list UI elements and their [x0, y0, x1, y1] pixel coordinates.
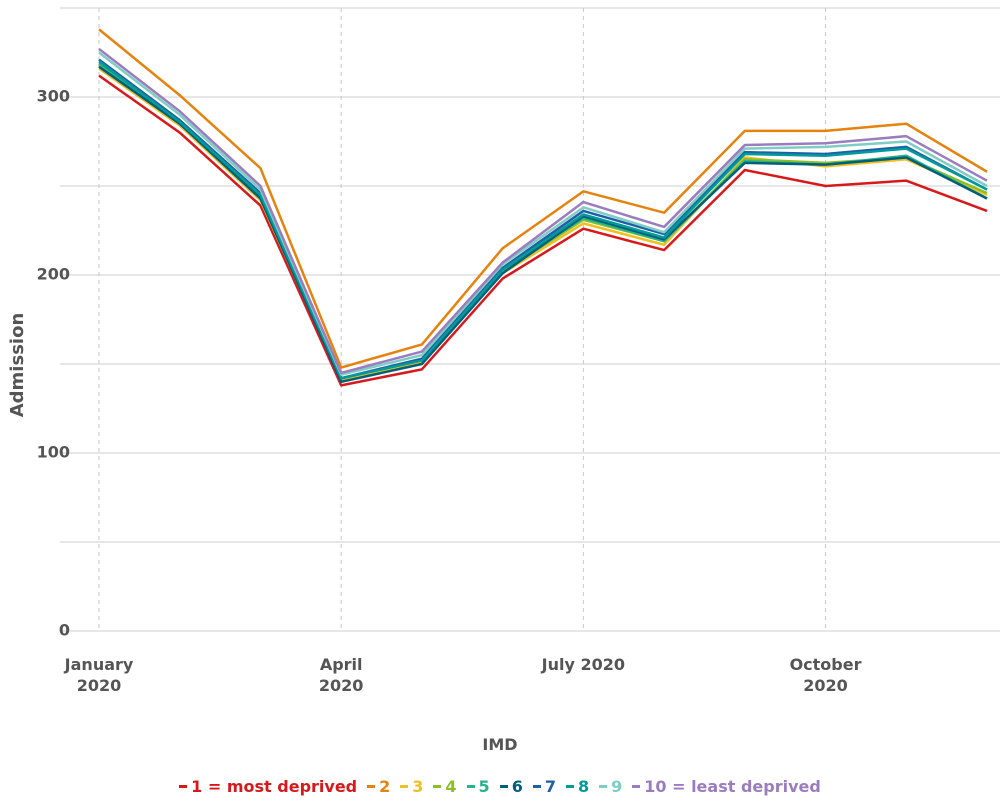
y-tick-label: 100: [37, 443, 70, 462]
legend-item: 3: [400, 777, 423, 796]
legend-swatch: [367, 785, 376, 788]
x-tick-label: October 2020: [789, 655, 862, 695]
y-tick-label: 200: [37, 265, 70, 284]
legend-item: 5: [466, 777, 490, 796]
series-line: [98, 74, 988, 387]
legend-label: 6: [511, 777, 523, 796]
legend-label: 10 = least deprived: [644, 777, 821, 796]
series-line: [98, 28, 988, 369]
legend-item: 9: [599, 777, 622, 796]
series-line: [98, 67, 988, 382]
legend-swatch: [179, 785, 188, 788]
series-line: [98, 60, 988, 380]
legend-item: 8: [565, 777, 590, 796]
x-tick-label: January 2020: [64, 655, 134, 695]
legend-swatch: [532, 785, 541, 788]
legend-swatch: [565, 785, 574, 788]
legend-swatch: [466, 785, 475, 788]
legend-label: 5: [478, 777, 490, 796]
legend-swatch: [499, 785, 508, 788]
legend-swatch: [433, 785, 442, 788]
series-line: [98, 47, 988, 375]
legend-item: 2: [367, 777, 390, 796]
legend-item: 7: [532, 777, 556, 796]
legend-item: 10 = least deprived: [632, 777, 821, 796]
legend-swatch: [400, 785, 409, 788]
legend: 1 = most deprived 2 3 4 5 6 7 8 9 10 = least depr…: [0, 777, 1000, 796]
legend-title: IMD: [482, 735, 518, 754]
legend-label: 3: [412, 777, 424, 796]
legend-item: 4: [433, 777, 457, 796]
y-axis-title: Admission: [7, 313, 28, 418]
y-tick-label: 0: [59, 621, 70, 640]
legend-label: 1 = most deprived: [191, 777, 358, 796]
y-tick-label: 300: [37, 87, 70, 106]
legend-label: 9: [611, 777, 623, 796]
series-line: [98, 65, 988, 384]
series-line: [98, 51, 988, 376]
legend-label: 4: [445, 777, 457, 796]
legend-label: 8: [577, 777, 590, 796]
x-tick-label: July 2020: [541, 655, 626, 674]
legend-label: 7: [544, 777, 556, 796]
x-tick-label: April 2020: [318, 655, 364, 695]
series-line: [98, 63, 988, 380]
legend-item: 1 = most deprived: [179, 777, 357, 796]
legend-swatch: [632, 785, 641, 788]
legend-swatch: [599, 785, 608, 788]
legend-item: 6: [499, 777, 523, 796]
legend-label: 2: [379, 777, 391, 796]
series-line: [98, 58, 988, 380]
